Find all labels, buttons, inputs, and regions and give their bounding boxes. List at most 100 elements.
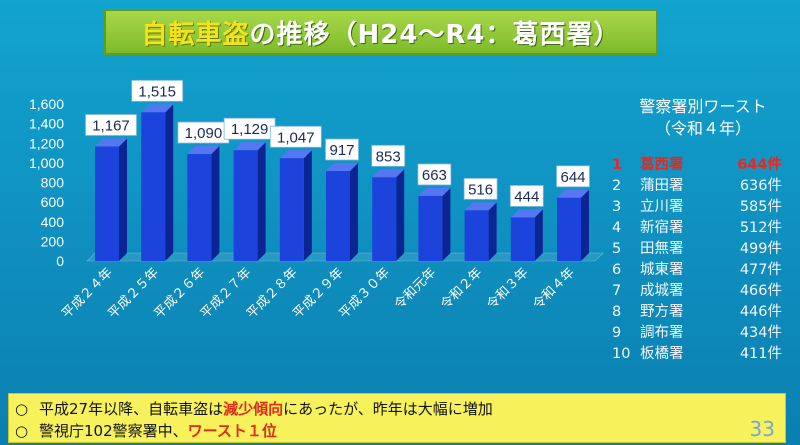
y-tick-label: 1,200 (29, 135, 64, 151)
rank-number: 9 (612, 325, 622, 341)
bar (326, 171, 350, 261)
bar-top (279, 150, 312, 159)
value-label: 853 (376, 148, 401, 165)
station-name: 立川署 (640, 199, 684, 215)
bar-side (534, 209, 543, 261)
title-main: 自転車盗 (141, 19, 250, 50)
bar-top (372, 169, 405, 178)
bar (464, 210, 489, 261)
bar (233, 150, 258, 261)
rank-number: 2 (612, 178, 622, 194)
summary-text: 警視庁102警察署中、 (39, 422, 188, 440)
theft-count: 446件 (739, 304, 782, 320)
station-name: 板橋署 (640, 346, 684, 362)
ranking-row: 9 調布署 434件 (612, 323, 792, 344)
value-label: 1,167 (92, 117, 130, 134)
value-label-box (509, 185, 544, 207)
rank-number: 1 (612, 157, 623, 173)
theft-count: 585件 (739, 199, 782, 215)
station-name: 新宿署 (640, 220, 684, 236)
bar-side (303, 150, 312, 261)
value-label: 516 (468, 181, 493, 198)
bar (557, 197, 581, 261)
theft-count: 512件 (739, 220, 782, 236)
bar (279, 158, 304, 261)
theft-count: 644件 (737, 157, 782, 173)
bar-side (442, 187, 451, 261)
value-label-box (325, 138, 359, 161)
bullet-circle-icon: ○ (15, 422, 29, 440)
bar-top (557, 189, 589, 198)
value-label: 1,129 (231, 121, 269, 138)
station-name: 野方署 (640, 304, 684, 320)
theft-count: 466件 (739, 283, 782, 299)
bar-side (211, 146, 220, 261)
value-label: 1,515 (138, 83, 176, 100)
bar-side (396, 169, 405, 261)
x-tick-label: 令和２年 (438, 265, 485, 312)
ranking-row: 10 板橋署 411件 (612, 344, 792, 365)
ranking-row: 2 蒲田署 636件 (612, 176, 792, 197)
bar-chart: 0 200 400 600 800 1,000 1,200 1,400 1,600 1,167 平成… (29, 79, 604, 322)
theft-count: 434件 (739, 325, 782, 341)
bar (372, 177, 397, 261)
value-label: 1,090 (185, 125, 223, 142)
rank-number: 10 (612, 346, 631, 362)
x-tick-label: 令和３年 (484, 265, 531, 312)
bullet-circle-icon: ○ (15, 400, 29, 418)
rank-number: 5 (612, 241, 622, 257)
value-label-box (269, 125, 322, 148)
summary-text: 平成27年以降、自転車盗は (39, 400, 224, 418)
value-label: 1,047 (277, 129, 315, 146)
y-tick-label: 200 (41, 233, 65, 249)
bar-top (510, 209, 543, 218)
ranking-row: 8 野方署 446件 (612, 302, 792, 323)
page-number: 33 (749, 417, 775, 441)
bar-top (418, 187, 451, 196)
theft-count: 411件 (739, 346, 782, 362)
ranking-row: 4 新宿署 512件 (612, 218, 792, 239)
bar-top (187, 146, 220, 155)
bar-side (165, 104, 174, 261)
value-label-box (371, 144, 406, 167)
rank-number: 7 (612, 283, 622, 299)
ranking-row: 3 立川署 585件 (612, 197, 792, 218)
x-tick-label: 令和４年 (530, 265, 577, 312)
title-rest: の推移（H24～R4：葛西署） (249, 19, 621, 50)
ranking-row: 1 葛西署 644件 (612, 155, 792, 176)
bar-top (95, 138, 127, 147)
summary-box: ○ 平成27年以降、自転車盗は減少傾向にあったが、昨年は大幅に増加 ○ 警視庁102… (8, 393, 786, 443)
summary-emphasis: 減少傾向 (223, 400, 284, 418)
bar (510, 217, 535, 261)
station-name: 田無署 (640, 241, 684, 257)
station-name: 葛西署 (640, 157, 684, 173)
ranking-row: 7 成城署 466件 (612, 281, 792, 302)
summary-line-1: ○ 平成27年以降、自転車盗は減少傾向にあったが、昨年は大幅に増加 (15, 398, 493, 419)
y-tick-label: 800 (41, 175, 65, 191)
rank-number: 4 (612, 220, 622, 236)
ranking-title-line2: （令和４年） (654, 119, 751, 138)
rank-number: 6 (612, 262, 622, 278)
bar-top (326, 163, 358, 172)
bar-side (488, 202, 497, 261)
value-label-box (463, 177, 498, 200)
y-tick-label: 1,600 (29, 96, 64, 112)
value-label-box (556, 165, 590, 188)
value-label: 917 (329, 142, 354, 159)
ranking-title: 警察署別ワースト （令和４年） (608, 96, 798, 140)
x-tick-label: 平成３０年 (336, 265, 393, 322)
summary-text: にあったが、昨年は大幅に増加 (283, 400, 493, 418)
theft-count: 499件 (739, 241, 782, 257)
y-tick-label: 0 (56, 253, 64, 269)
bar-side (257, 142, 266, 261)
rank-number: 8 (612, 304, 622, 320)
value-label: 444 (514, 188, 539, 205)
station-name: 成城署 (640, 283, 684, 299)
y-tick-label: 400 (41, 214, 65, 230)
value-label-box (85, 114, 137, 136)
ranking-row: 5 田無署 499件 (612, 239, 792, 260)
value-label-box (417, 163, 452, 186)
bar-top (141, 104, 174, 113)
ranking-title-line1: 警察署別ワースト (639, 97, 767, 116)
bar-top (233, 142, 266, 151)
